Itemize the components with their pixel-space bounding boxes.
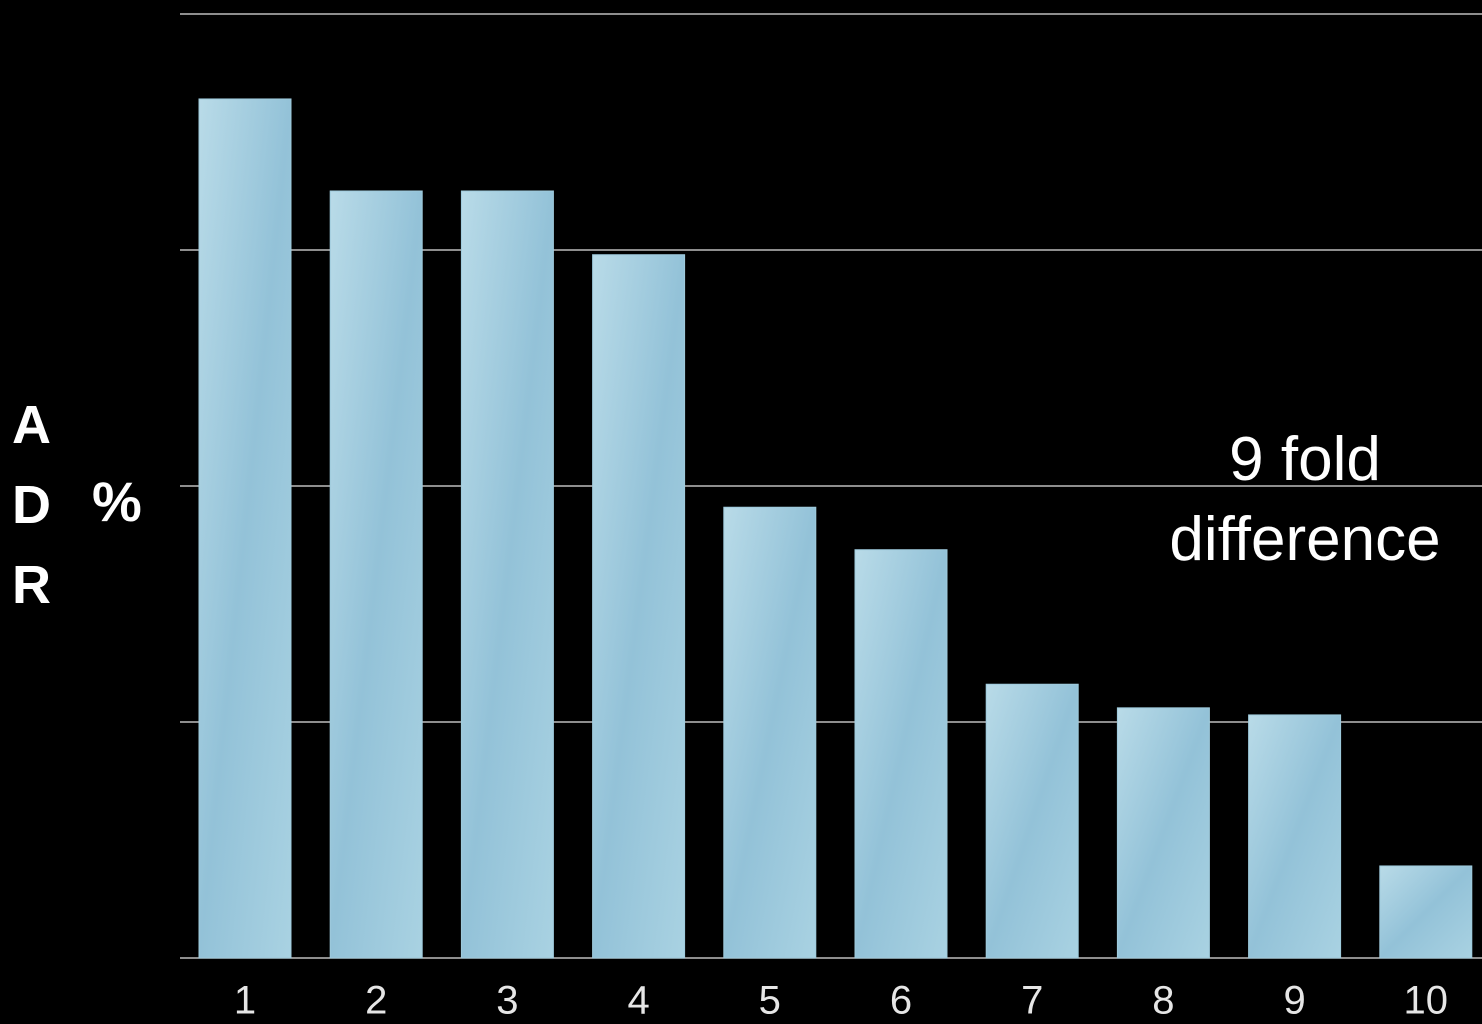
x-tick-label: 1: [234, 979, 256, 1023]
x-tick-label: 2: [365, 979, 387, 1023]
annotation: 9 fold difference: [1169, 425, 1441, 574]
x-tick-label: 3: [496, 979, 518, 1023]
bar: [460, 190, 554, 959]
bar: [1116, 707, 1210, 959]
x-tick-label: 6: [890, 979, 912, 1023]
bar: [854, 549, 948, 959]
x-tick-label: 7: [1021, 979, 1043, 1023]
bar: [1248, 714, 1342, 959]
x-tick-label: 5: [759, 979, 781, 1023]
x-tick-label: 9: [1283, 979, 1305, 1023]
y-axis-label: ADR: [12, 395, 51, 615]
x-tick-label: 4: [627, 979, 649, 1023]
x-tick-label: 10: [1404, 979, 1449, 1023]
bar: [592, 254, 686, 959]
x-tick-label: 8: [1152, 979, 1174, 1023]
bar: [329, 190, 423, 959]
bar: [1379, 865, 1473, 959]
bar: [723, 506, 817, 959]
bar: [985, 683, 1079, 959]
bar: [198, 98, 292, 959]
y-axis-unit: %: [92, 470, 142, 533]
